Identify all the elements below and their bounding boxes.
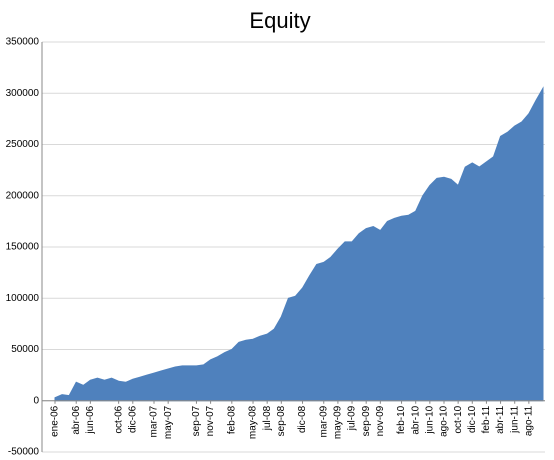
x-tick-label: dic-06 — [127, 405, 138, 433]
x-tick-label: jul-08 — [262, 405, 273, 431]
x-tick-label: may-08 — [248, 405, 259, 439]
x-tick-label: sep-08 — [276, 405, 287, 436]
y-tick-label: 50000 — [11, 344, 39, 355]
x-tick-label: jun-06 — [85, 405, 96, 434]
x-tick-label: abr-10 — [410, 405, 421, 434]
x-tick-label: may-09 — [333, 405, 344, 439]
x-tick-label: feb-10 — [396, 405, 407, 434]
x-tick-label: may-07 — [163, 405, 174, 439]
x-tick-label: jun-10 — [424, 405, 435, 434]
x-tick-label: feb-11 — [481, 405, 492, 433]
x-tick-label: dic-08 — [297, 405, 308, 433]
x-tick-label: sep-07 — [191, 405, 202, 436]
y-tick-label: 350000 — [6, 37, 40, 48]
x-tick-label: jun-11 — [509, 405, 520, 433]
x-tick-label: oct-06 — [113, 405, 124, 433]
x-tick-label: ene-06 — [50, 405, 61, 437]
x-tick-label: abr-06 — [71, 405, 82, 434]
y-tick-label: 100000 — [6, 293, 40, 304]
x-tick-label: abr-11 — [495, 405, 506, 434]
x-tick-label: ago-11 — [523, 405, 534, 436]
x-tick-label: oct-10 — [453, 405, 464, 433]
y-tick-label: 300000 — [6, 88, 40, 99]
y-tick-label: 250000 — [6, 139, 40, 150]
y-tick-label: 0 — [33, 395, 39, 406]
x-tick-label: feb-08 — [226, 405, 237, 434]
x-tick-label: mar-07 — [149, 405, 160, 437]
y-tick-label: 200000 — [6, 190, 40, 201]
x-tick-label: sep-09 — [361, 405, 372, 436]
x-tick-label: jul-09 — [347, 405, 358, 431]
x-tick-label: mar-09 — [318, 405, 329, 437]
x-tick-label: dic-10 — [467, 405, 478, 433]
x-tick-label: ago-10 — [439, 405, 450, 437]
y-tick-label: 150000 — [6, 242, 40, 253]
x-tick-label: nov-07 — [205, 405, 216, 436]
chart-title: Equity — [249, 8, 310, 33]
area — [54, 86, 544, 402]
x-tick-label: nov-09 — [375, 405, 386, 436]
y-tick-label: -50000 — [8, 447, 40, 458]
